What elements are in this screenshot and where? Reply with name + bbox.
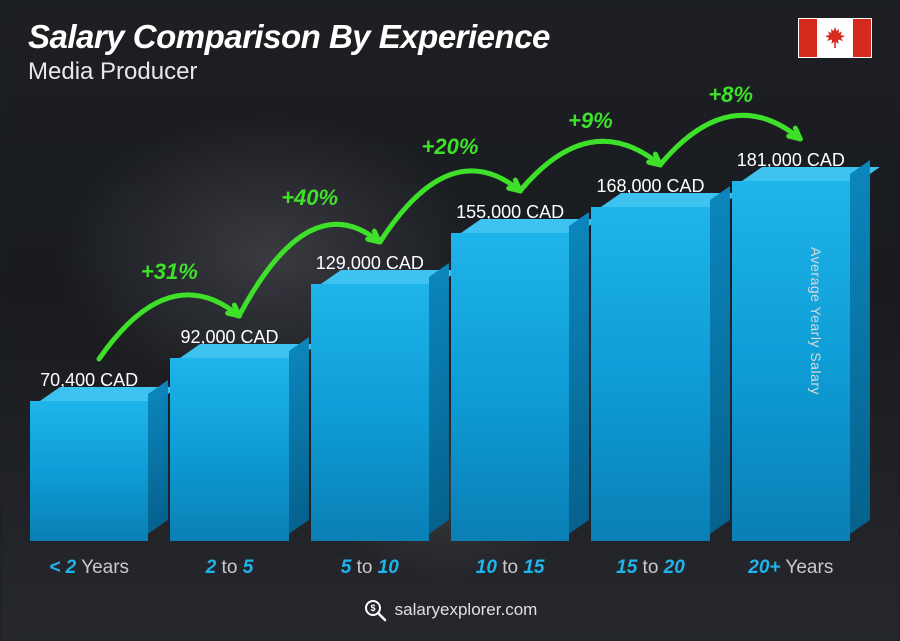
page-subtitle: Media Producer [28, 58, 872, 86]
header: Salary Comparison By Experience Media Pr… [28, 18, 872, 86]
salaryexplorer-logo-icon: $ [363, 598, 387, 622]
bar-4: 168,000 CAD [591, 176, 709, 541]
footer: $ salaryexplorer.com [0, 598, 900, 627]
x-axis-label: 10 to 15 [451, 557, 569, 579]
x-axis-label: 20+ Years [732, 557, 850, 579]
x-axis-label: 5 to 10 [311, 557, 429, 579]
footer-site: salaryexplorer.com [395, 600, 538, 620]
canada-flag-icon [798, 18, 872, 58]
bar-3: 155,000 CAD [451, 202, 569, 541]
bar-1: 92,000 CAD [170, 327, 288, 541]
page-title: Salary Comparison By Experience [28, 18, 872, 56]
svg-text:$: $ [370, 603, 375, 613]
x-axis-label: < 2 Years [30, 557, 148, 579]
bar-0: 70,400 CAD [30, 370, 148, 541]
bar-5: 181,000 CAD [732, 150, 850, 541]
bar-2: 129,000 CAD [311, 253, 429, 541]
salary-chart: 70,400 CAD92,000 CAD129,000 CAD155,000 C… [30, 110, 850, 579]
y-axis-label: Average Yearly Salary [808, 247, 824, 395]
x-axis-label: 15 to 20 [591, 557, 709, 579]
x-axis-label: 2 to 5 [170, 557, 288, 579]
